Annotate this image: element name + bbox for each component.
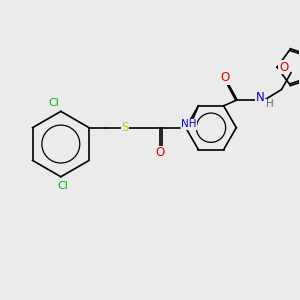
- Text: Cl: Cl: [48, 98, 59, 108]
- Text: H: H: [266, 99, 274, 109]
- Text: O: O: [156, 146, 165, 160]
- Text: Cl: Cl: [57, 181, 68, 191]
- Text: S: S: [121, 121, 128, 134]
- Text: O: O: [220, 71, 230, 84]
- Text: O: O: [279, 61, 288, 74]
- Text: N: N: [256, 91, 264, 104]
- Text: NH: NH: [181, 119, 197, 129]
